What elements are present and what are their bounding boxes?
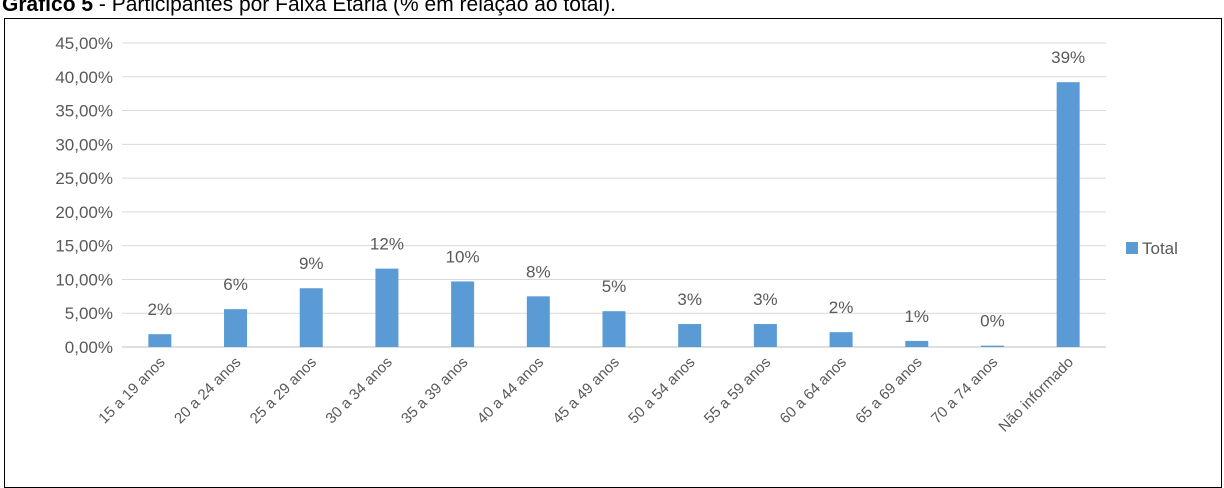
x-axis-tick-labels: 15 a 19 anos 20 a 24 anos 25 a 29 anos 30 a…	[95, 354, 1077, 436]
x-tick-label: 50 a 54 anos	[625, 354, 698, 427]
legend-swatch	[1126, 242, 1138, 254]
y-tick-label: 40,00%	[55, 68, 113, 87]
bar	[753, 324, 777, 347]
x-tick-label: 30 a 34 anos	[322, 354, 395, 427]
bar	[451, 281, 475, 347]
y-tick-label: 45,00%	[55, 34, 113, 53]
y-tick-label: 35,00%	[55, 102, 113, 121]
bar	[299, 288, 323, 347]
data-label: 3%	[677, 290, 702, 309]
caption-number: Gráfico 5	[2, 0, 94, 16]
data-label: 6%	[223, 275, 248, 294]
x-tick-label: 70 a 74 anos	[928, 354, 1001, 427]
data-labels: 2% 6% 9% 12% 10% 8% 5% 3% 3% 2% 1% 0% 39%	[148, 48, 1086, 330]
x-tick-label: 25 a 29 anos	[247, 354, 320, 427]
x-tick-label: 55 a 59 anos	[701, 354, 774, 427]
data-label: 5%	[602, 277, 627, 296]
bars	[148, 82, 1080, 347]
gridlines	[122, 42, 1106, 348]
y-tick-label: 20,00%	[55, 203, 113, 222]
legend: Total	[1126, 239, 1178, 258]
bar	[905, 340, 929, 347]
y-tick-label: 0,00%	[65, 338, 113, 357]
data-label: 0%	[980, 312, 1005, 331]
bar	[375, 268, 399, 347]
bar	[829, 332, 853, 347]
bar-chart: 0,00% 5,00% 10,00% 15,00% 20,00% 25,00% 30,00%…	[55, 34, 1178, 436]
y-tick-label: 15,00%	[55, 237, 113, 256]
bar	[678, 324, 702, 347]
x-tick-label: 15 a 19 anos	[95, 354, 168, 427]
data-label: 12%	[370, 235, 404, 254]
chart-frame: 0,00% 5,00% 10,00% 15,00% 20,00% 25,00% 30,00%…	[4, 18, 1222, 488]
y-tick-label: 10,00%	[55, 270, 113, 289]
data-label: 9%	[299, 254, 324, 273]
chart-caption: Gráfico 5 - Participantes por Faixa Etár…	[2, 0, 616, 18]
data-label: 10%	[446, 247, 480, 266]
bar	[526, 296, 550, 347]
bar	[980, 345, 1004, 347]
bar	[1056, 82, 1080, 347]
caption-separator: -	[93, 0, 112, 16]
y-axis-tick-labels: 0,00% 5,00% 10,00% 15,00% 20,00% 25,00% 30,00%…	[55, 34, 113, 357]
legend-label: Total	[1142, 239, 1178, 258]
bar	[602, 311, 626, 347]
x-tick-label: Não informado	[995, 354, 1077, 436]
data-label: 8%	[526, 262, 551, 281]
data-label: 2%	[148, 300, 173, 319]
bar	[148, 334, 172, 347]
data-label: 3%	[753, 290, 778, 309]
x-tick-label: 20 a 24 anos	[171, 354, 244, 427]
y-tick-label: 5,00%	[65, 304, 113, 323]
x-tick-label: 35 a 39 anos	[398, 354, 471, 427]
data-label: 2%	[829, 298, 854, 317]
x-tick-label: 40 a 44 anos	[474, 354, 547, 427]
data-label: 39%	[1051, 48, 1085, 67]
x-tick-label: 45 a 49 anos	[549, 354, 622, 427]
y-tick-label: 30,00%	[55, 135, 113, 154]
x-tick-label: 60 a 64 anos	[777, 354, 850, 427]
y-tick-label: 25,00%	[55, 169, 113, 188]
caption-title: Participantes por Faixa Etária (% em rel…	[111, 0, 616, 16]
data-label: 1%	[904, 307, 929, 326]
bar	[224, 309, 248, 347]
x-tick-label: 65 a 69 anos	[852, 354, 925, 427]
